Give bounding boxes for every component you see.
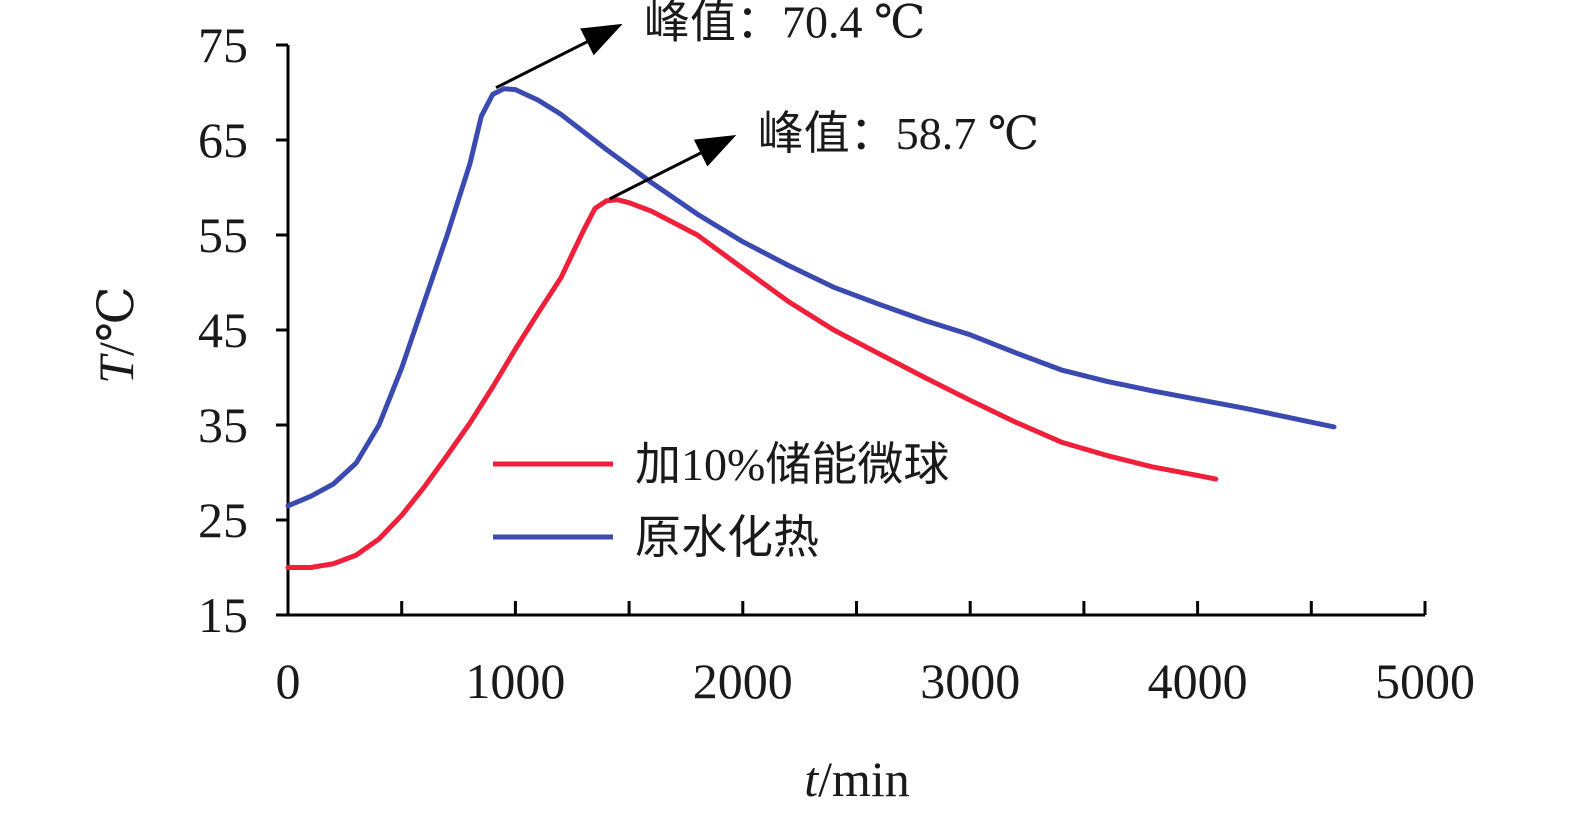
x-tick-label: 1000 bbox=[465, 653, 565, 709]
x-axis-label-var: t bbox=[804, 751, 819, 807]
series-line bbox=[285, 86, 1337, 509]
legend-label: 原水化热 bbox=[635, 512, 819, 563]
x-tick-label: 3000 bbox=[920, 653, 1020, 709]
y-tick-label: 65 bbox=[198, 112, 248, 168]
annotation-arrow bbox=[495, 23, 623, 90]
x-axis-label-unit: /min bbox=[818, 751, 910, 807]
y-tick-label: 15 bbox=[198, 587, 248, 643]
legend-label: 加10%储能微球 bbox=[635, 439, 949, 490]
ticks bbox=[276, 43, 1427, 617]
y-tick-label: 25 bbox=[198, 492, 248, 548]
y-tick-label: 35 bbox=[198, 397, 248, 453]
annotation-label: 峰值：58.7 ℃ bbox=[758, 108, 1039, 159]
annotation-layer: 峰值：70.4 ℃ 峰值：58.7 ℃ bbox=[495, 0, 1039, 201]
x-tick-label: 4000 bbox=[1148, 653, 1248, 709]
annotation-label: 峰值：70.4 ℃ bbox=[644, 0, 925, 48]
annotation-arrow bbox=[609, 135, 737, 201]
x-tick-label: 2000 bbox=[693, 653, 793, 709]
y-axis-label-unit: /℃ bbox=[88, 286, 144, 356]
x-tick-label: 5000 bbox=[1375, 653, 1475, 709]
y-tick-label: 55 bbox=[198, 207, 248, 263]
y-tick-label: 75 bbox=[198, 17, 248, 73]
y-axis-label: T/℃ bbox=[88, 286, 144, 384]
series-layer bbox=[285, 86, 1337, 570]
x-axis-label: t/min bbox=[804, 751, 910, 807]
tick-labels: 15 25 35 45 55 65 75 0 1000 2000 3000 4000 5000 bbox=[198, 17, 1475, 709]
x-tick-label: 0 bbox=[276, 653, 301, 709]
y-tick-label: 45 bbox=[198, 302, 248, 358]
series-line bbox=[285, 197, 1219, 570]
y-axis-label-var: T bbox=[88, 353, 144, 384]
